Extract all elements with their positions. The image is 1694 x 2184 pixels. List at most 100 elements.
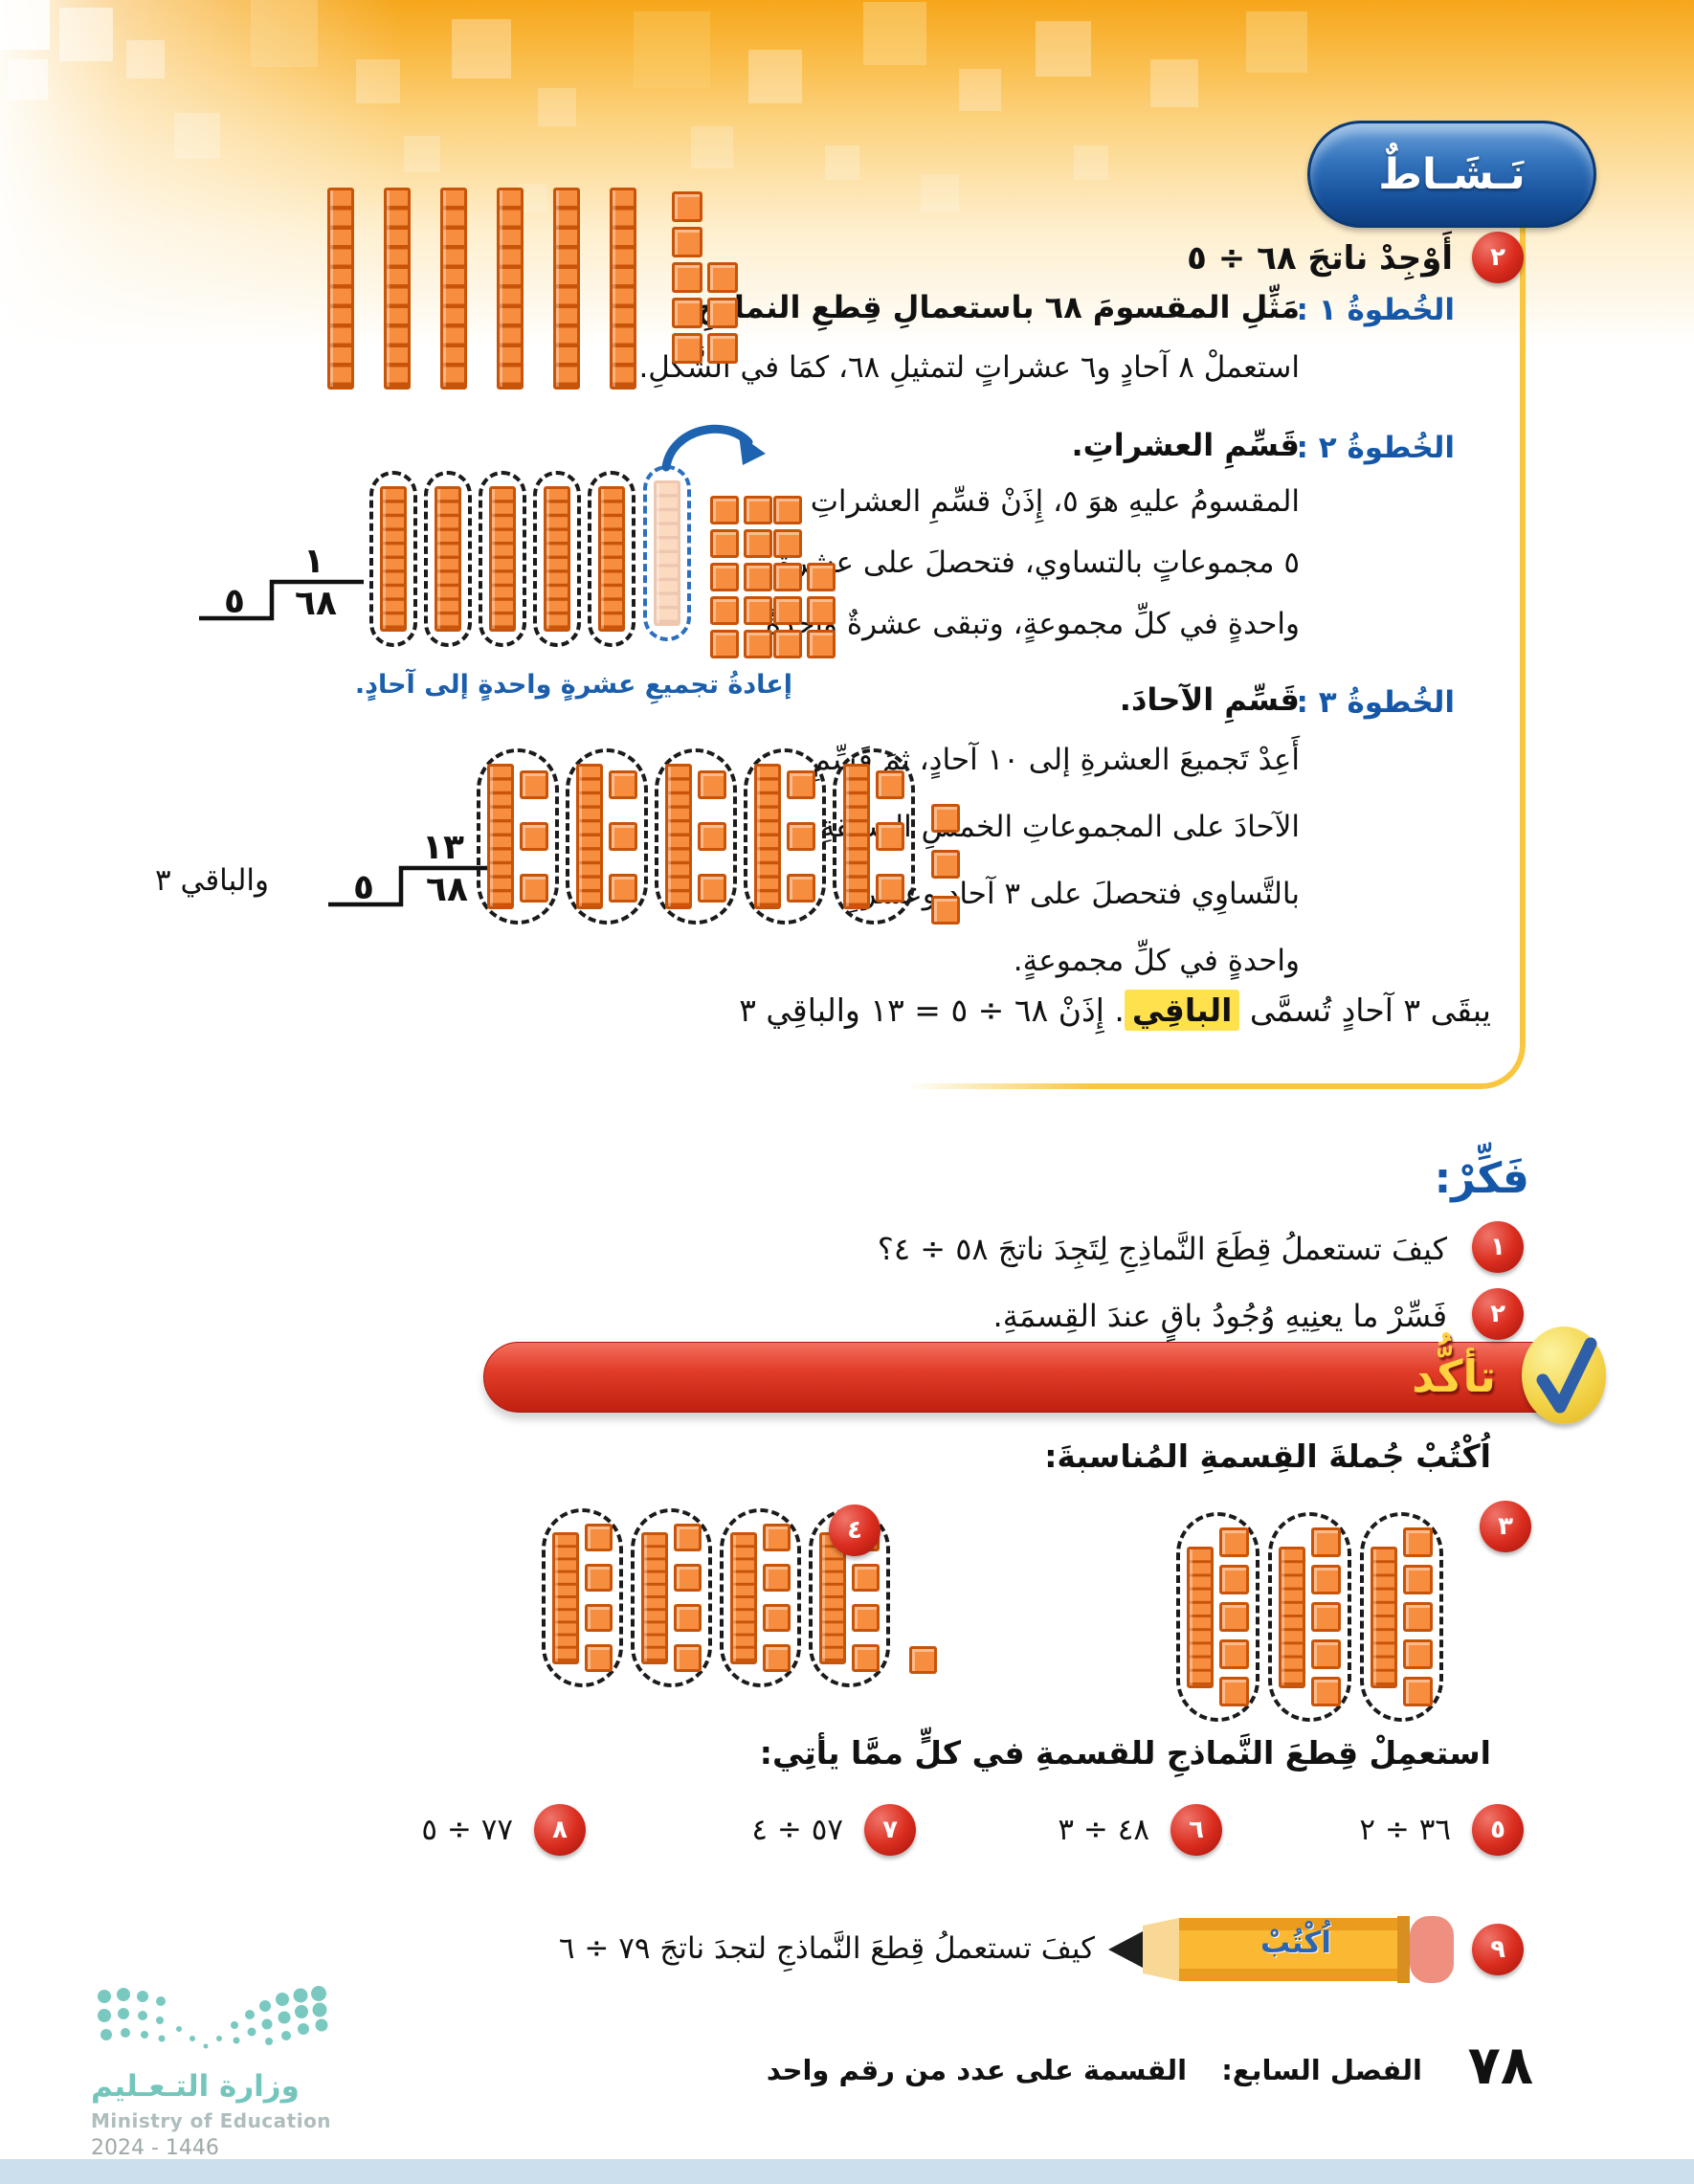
- think-item-2-text: فَسِّرْ ما يعنِيهِ وُجُودُ باقٍ عندَ الق…: [992, 1298, 1447, 1334]
- mosaic-tile: [634, 11, 710, 88]
- unit-cube: [931, 804, 960, 833]
- unit-cube: [609, 874, 637, 903]
- unit-cube: [787, 822, 815, 851]
- division-group: [1360, 1512, 1443, 1722]
- ten-rod: [384, 188, 411, 390]
- step-2-regrouped-ten: [643, 465, 691, 641]
- step-3-label: الخُطوةُ ٣ :: [1296, 685, 1455, 720]
- unit-cube: [609, 770, 637, 799]
- chapter-title: القسمة على عدد من رقم واحد: [766, 2054, 1188, 2086]
- question-number-3: ٣: [1480, 1501, 1531, 1552]
- unit-cube: [710, 563, 739, 591]
- unit-cube: [585, 1524, 613, 1551]
- unit-cube: [674, 1644, 702, 1672]
- step-1-line: استعملْ ٨ آحادٍ و٦ عشراتٍ لتمثيلِ ٦٨، كم…: [638, 350, 1300, 385]
- exercise-6-num: ٦: [1189, 1816, 1204, 1844]
- unit-cube: [763, 1604, 791, 1632]
- unit-cube: [674, 1524, 702, 1551]
- unit-cube: [698, 874, 726, 903]
- ten-rod: [1187, 1546, 1214, 1688]
- division-group: [1268, 1512, 1351, 1722]
- ten-rod: [730, 1531, 757, 1664]
- bottom-strip: [0, 2159, 1694, 2184]
- unit-cube: [710, 496, 739, 524]
- division-2-dividend: ٦٨: [426, 870, 468, 909]
- ones-pile-column: [672, 191, 702, 364]
- unit-cube: [1219, 1639, 1249, 1669]
- step-2-ones-pile: [773, 496, 836, 658]
- division-group: [566, 748, 648, 925]
- unit-cube: [707, 333, 738, 364]
- ten-rod: [487, 764, 514, 909]
- unit-cube: [876, 822, 904, 851]
- unit-cube: [807, 596, 836, 625]
- division-bracket-line: [199, 579, 364, 621]
- division-group: [1176, 1512, 1259, 1722]
- unit-cube: [672, 333, 702, 364]
- exercise-5-number: ٥: [1472, 1804, 1524, 1856]
- mosaic-tile: [404, 136, 440, 172]
- group-ones-column: [520, 770, 548, 903]
- ten-rod: [843, 764, 870, 909]
- unit-cube: [585, 1644, 613, 1672]
- exercise-6-number: ٦: [1170, 1804, 1222, 1856]
- unit-cube: [1403, 1639, 1433, 1669]
- chapter-label: الفصل السابع:: [1221, 2054, 1422, 2086]
- mosaic-tile: [356, 59, 400, 103]
- question-4-num: ٤: [847, 1516, 862, 1545]
- unit-cube: [1403, 1565, 1433, 1594]
- step-2-title: قَسِّمِ العشراتِ.: [1071, 427, 1300, 463]
- regroup-caption: إعادةُ تجميعِ عشرةٍ واحدةٍ إلى آحادٍ.: [354, 670, 792, 700]
- leftover-ones: [931, 804, 960, 925]
- unit-cube: [672, 262, 702, 293]
- exercise-7-expression: ٥٧ ÷ ٤: [751, 1813, 843, 1847]
- ministry-logo: وزارة التـعـليم Ministry of Education 20…: [91, 1983, 416, 2160]
- mosaic-tile: [1036, 21, 1091, 77]
- exercise-5-num: ٥: [1490, 1816, 1505, 1844]
- division-2-divisor: ٥: [353, 868, 374, 907]
- ministry-title-en: Ministry of Education: [91, 2109, 332, 2132]
- result-before: يبقَى ٣ آحادٍ تُسمَّى: [1239, 992, 1491, 1029]
- division-group: [477, 748, 559, 925]
- ten-rod: [598, 486, 625, 632]
- unit-cube: [773, 630, 802, 658]
- group-ones-column: [787, 770, 815, 903]
- mosaic-tile: [59, 8, 113, 61]
- step-3-groups-model: [477, 748, 960, 925]
- group-ones-column: [1403, 1527, 1433, 1706]
- leftover-ones: [909, 1646, 937, 1674]
- unit-cube: [773, 496, 802, 524]
- division-group: [369, 471, 417, 647]
- unit-cube: [1311, 1602, 1341, 1632]
- mosaic-tile: [174, 113, 220, 159]
- footer-chapter: الفصل السابع: القسمة على عدد من رقم واحد: [767, 2054, 1422, 2086]
- faded-ten-rod: [654, 480, 680, 626]
- unit-cube: [609, 822, 637, 851]
- ones-pile: [710, 496, 772, 658]
- ministry-logo-dots: [98, 1986, 328, 2049]
- unit-cube: [674, 1564, 702, 1592]
- unit-cube: [585, 1564, 613, 1592]
- question-9-text: كيفَ تستعملُ قِطعَ النَّماذجِ لتجدَ ناتج…: [558, 1931, 1095, 1966]
- ten-rod: [576, 764, 603, 909]
- exercise-8-num: ٨: [552, 1816, 568, 1844]
- exercise-5: ٥ ٣٦ ÷ ٢: [1359, 1804, 1524, 1856]
- unit-cube: [852, 1604, 880, 1632]
- unit-cube: [1311, 1639, 1341, 1669]
- mosaic-tile: [748, 50, 802, 103]
- step-2-regrouped-ones-pile: [710, 496, 772, 658]
- ones-pile-column: [710, 496, 739, 658]
- unit-cube: [1311, 1527, 1341, 1557]
- group-ones-column: [698, 770, 726, 903]
- unit-cube: [773, 529, 802, 558]
- division-bracket-1: ١ ٦٨ ٥: [199, 544, 364, 623]
- unit-cube: [787, 770, 815, 799]
- division-group: [542, 1508, 623, 1687]
- unit-cube: [520, 822, 548, 851]
- division-bracket-line: [328, 865, 502, 907]
- division-group: [744, 748, 826, 925]
- ones-pile-column: [707, 262, 738, 364]
- exercise-5-expression: ٣٦ ÷ ٢: [1359, 1813, 1451, 1847]
- unit-cube: [1219, 1602, 1249, 1632]
